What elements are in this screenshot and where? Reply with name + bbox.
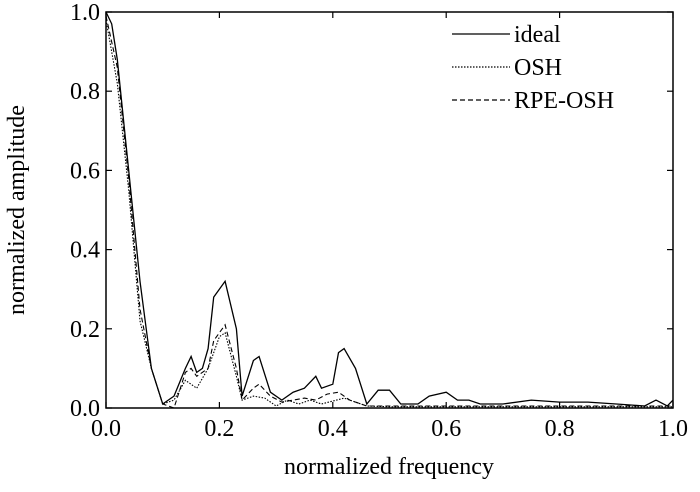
plot-frame <box>105 11 674 409</box>
series-line-ideal <box>105 11 674 407</box>
y-tick-label: 1.0 <box>70 0 100 26</box>
legend-label: OSH <box>514 55 562 81</box>
x-tick-label: 0.0 <box>91 416 121 442</box>
y-axis-label: normalized amplitude <box>4 105 30 315</box>
series-line-rpe-osh <box>105 15 673 409</box>
x-tick-label: 0.2 <box>204 416 234 442</box>
series-line-osh <box>105 19 673 408</box>
y-tick-label: 0.0 <box>70 396 100 422</box>
y-tick-label: 0.6 <box>70 158 100 184</box>
x-tick-label: 0.6 <box>431 416 461 442</box>
x-axis-label: normalized frequency <box>284 454 494 480</box>
x-tick-label: 1.0 <box>658 416 688 442</box>
legend-label: ideal <box>514 22 561 48</box>
y-tick-label: 0.8 <box>70 79 100 105</box>
x-tick-label: 0.8 <box>545 416 575 442</box>
legend: ideal OSH RPE-OSH <box>452 22 614 114</box>
legend-label: RPE-OSH <box>514 88 614 114</box>
x-tick-label: 0.4 <box>318 416 348 442</box>
y-tick-label: 0.2 <box>70 317 100 343</box>
y-tick-label: 0.4 <box>70 238 100 264</box>
